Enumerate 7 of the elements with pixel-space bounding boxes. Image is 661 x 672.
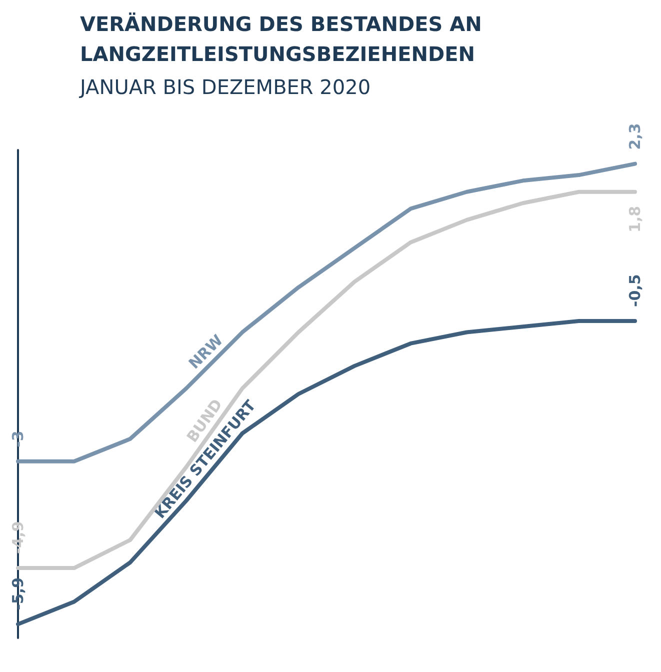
data-label: -5,9	[9, 577, 27, 610]
data-label: 2,3	[626, 123, 644, 150]
data-label: -0,5	[626, 274, 644, 308]
data-label: -4,9	[9, 521, 27, 554]
data-label: -3	[9, 430, 27, 448]
chart-subtitle: JANUAR BIS DEZEMBER 2020	[78, 75, 371, 99]
chart-title: VERÄNDERUNG DES BESTANDES AN LANGZEITLEISTUNGSBEZIEHENDEN	[80, 12, 482, 66]
